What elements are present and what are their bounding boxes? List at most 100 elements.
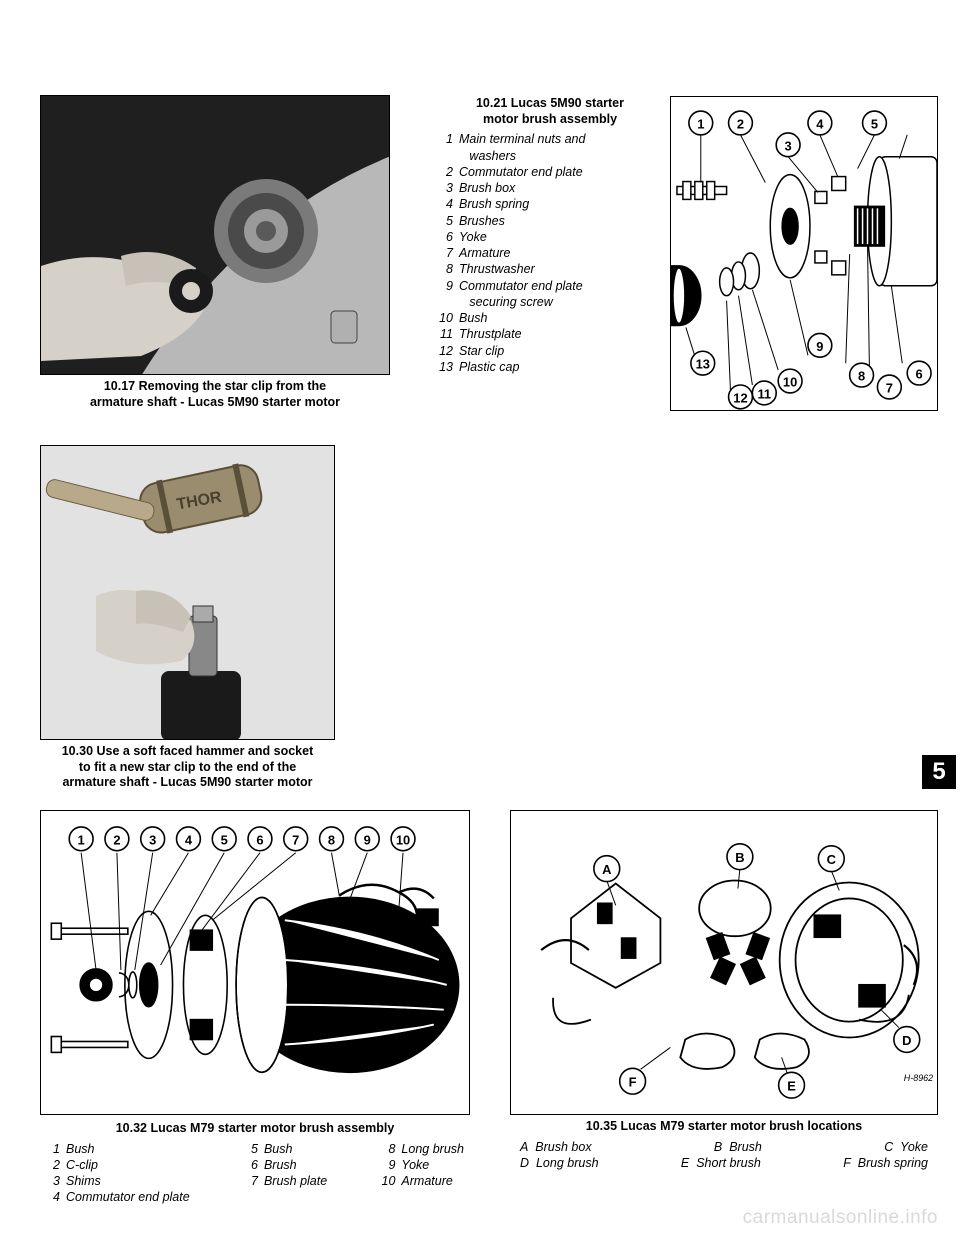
legend-item: 1Bush bbox=[46, 1141, 190, 1157]
legend-item-text: Brush plate bbox=[264, 1173, 327, 1189]
svg-text:6: 6 bbox=[256, 832, 263, 847]
legend-item-text: Long brush bbox=[401, 1141, 464, 1157]
svg-text:7: 7 bbox=[292, 832, 299, 847]
svg-text:4: 4 bbox=[816, 116, 824, 131]
watermark: carmanualsonline.info bbox=[743, 1207, 938, 1229]
legend-item-text: Plastic cap bbox=[459, 359, 665, 375]
svg-text:5: 5 bbox=[871, 116, 878, 131]
legend-item-num: 3 bbox=[435, 180, 459, 196]
legend-item: 8Thrustwasher bbox=[435, 261, 665, 277]
legend-item-num: 3 bbox=[46, 1173, 66, 1189]
svg-text:C: C bbox=[827, 852, 836, 867]
figure-10-35: H-8962 ABCDEF 10.35 Lucas M79 starter mo… bbox=[510, 810, 938, 1171]
legend-item: 3Brush box bbox=[435, 180, 665, 196]
svg-text:2: 2 bbox=[113, 832, 120, 847]
svg-text:1: 1 bbox=[697, 116, 704, 131]
legend-item-text: C-clip bbox=[66, 1157, 98, 1173]
photo-star-clip-removal bbox=[40, 95, 390, 375]
legend-item-text: Star clip bbox=[459, 343, 665, 359]
photo-10-30-svg: THOR bbox=[41, 446, 335, 740]
legend-item-num: 11 bbox=[435, 326, 459, 342]
legend-item-text: Brush box bbox=[459, 180, 665, 196]
legend-item-num: 12 bbox=[435, 343, 459, 359]
legend-item-text: Bush bbox=[264, 1141, 293, 1157]
svg-text:11: 11 bbox=[757, 386, 771, 401]
legend-item: 6Yoke bbox=[435, 229, 665, 245]
legend-item-num: 7 bbox=[435, 245, 459, 261]
legend-row: D Long brushE Short brushF Brush spring bbox=[510, 1155, 938, 1171]
legend-item-num: 8 bbox=[435, 261, 459, 277]
legend-item-num: 7 bbox=[244, 1173, 264, 1189]
figure-10-30: THOR 10.30 Use a soft faced hammer and s… bbox=[40, 445, 335, 791]
svg-text:3: 3 bbox=[149, 832, 156, 847]
legend-item: B Brush bbox=[714, 1139, 762, 1155]
legend-10-21-title: 10.21 Lucas 5M90 startermotor brush asse… bbox=[435, 96, 665, 127]
diagram-10-35-svg: H-8962 ABCDEF bbox=[511, 811, 937, 1114]
diagram-10-35: H-8962 ABCDEF bbox=[510, 810, 938, 1115]
svg-text:B: B bbox=[735, 850, 744, 865]
legend-item-num: 2 bbox=[46, 1157, 66, 1173]
svg-text:1: 1 bbox=[78, 832, 85, 847]
svg-text:2: 2 bbox=[737, 116, 744, 131]
legend-item-text: Thrustwasher bbox=[459, 261, 665, 277]
svg-text:4: 4 bbox=[185, 832, 193, 847]
legend-item-num: 10 bbox=[435, 310, 459, 326]
legend-10-21: 10.21 Lucas 5M90 startermotor brush asse… bbox=[435, 96, 665, 375]
legend-item-text: Commutator end plate securing screw bbox=[459, 278, 665, 311]
legend-item: A Brush box bbox=[520, 1139, 592, 1155]
legend-item: 1Main terminal nuts and washers bbox=[435, 131, 665, 164]
legend-item-num: 1 bbox=[435, 131, 459, 164]
legend-item-num: 4 bbox=[435, 196, 459, 212]
legend-item: 5Brushes bbox=[435, 213, 665, 229]
legend-row: A Brush boxB BrushC Yoke bbox=[510, 1139, 938, 1155]
legend-item: E Short brush bbox=[681, 1155, 761, 1171]
legend-item: 4Commutator end plate bbox=[46, 1189, 190, 1205]
legend-item-text: Commutator end plate bbox=[66, 1189, 190, 1205]
svg-text:9: 9 bbox=[364, 832, 371, 847]
legend-item-num: 5 bbox=[244, 1141, 264, 1157]
legend-item: 11Thrustplate bbox=[435, 326, 665, 342]
legend-item: 7Armature bbox=[435, 245, 665, 261]
legend-item: 12Star clip bbox=[435, 343, 665, 359]
legend-item-text: Commutator end plate bbox=[459, 164, 665, 180]
legend-item-text: Brushes bbox=[459, 213, 665, 229]
figure-10-17: 10.17 Removing the star clip from thearm… bbox=[40, 95, 390, 410]
legend-item-num: 13 bbox=[435, 359, 459, 375]
diagram-10-32: 12345678910 bbox=[40, 810, 470, 1115]
svg-text:7: 7 bbox=[886, 380, 893, 395]
legend-item: 5Bush bbox=[244, 1141, 327, 1157]
legend-column: 5Bush6Brush7Brush plate bbox=[244, 1141, 327, 1206]
caption-10-17: 10.17 Removing the star clip from thearm… bbox=[40, 379, 390, 410]
svg-text:H-8962: H-8962 bbox=[904, 1073, 933, 1083]
legend-item-text: Bush bbox=[66, 1141, 95, 1157]
legend-item-num: 8 bbox=[381, 1141, 401, 1157]
legend-item: 4Brush spring bbox=[435, 196, 665, 212]
legend-item: D Long brush bbox=[520, 1155, 599, 1171]
legend-item: 9Commutator end plate securing screw bbox=[435, 278, 665, 311]
legend-item-text: Armature bbox=[401, 1173, 452, 1189]
legend-item-text: Thrustplate bbox=[459, 326, 665, 342]
svg-text:8: 8 bbox=[858, 369, 865, 384]
legend-item-num: 6 bbox=[435, 229, 459, 245]
legend-item: 2Commutator end plate bbox=[435, 164, 665, 180]
caption-10-32: 10.32 Lucas M79 starter motor brush asse… bbox=[40, 1121, 470, 1137]
legend-item-num: 9 bbox=[381, 1157, 401, 1173]
legend-item-text: Yoke bbox=[459, 229, 665, 245]
legend-item-num: 5 bbox=[435, 213, 459, 229]
legend-item: 9Yoke bbox=[381, 1157, 464, 1173]
legend-item-text: Yoke bbox=[401, 1157, 429, 1173]
legend-column: 8Long brush9Yoke10Armature bbox=[381, 1141, 464, 1206]
photo-10-17-svg bbox=[41, 96, 390, 375]
diagram-10-21-svg: 12345678910111213 bbox=[671, 97, 937, 410]
legend-item-text: Brush spring bbox=[459, 196, 665, 212]
svg-text:6: 6 bbox=[916, 367, 923, 382]
svg-text:13: 13 bbox=[696, 357, 710, 372]
legend-item: 2C-clip bbox=[46, 1157, 190, 1173]
legend-item-text: Bush bbox=[459, 310, 665, 326]
legend-10-35: A Brush boxB BrushC YokeD Long brushE Sh… bbox=[510, 1139, 938, 1172]
diagram-10-21: 12345678910111213 bbox=[670, 96, 938, 411]
legend-item-text: Brush bbox=[264, 1157, 297, 1173]
legend-item-num: 4 bbox=[46, 1189, 66, 1205]
svg-text:F: F bbox=[629, 1075, 637, 1090]
figure-10-32: 12345678910 10.32 Lucas M79 starter moto… bbox=[40, 810, 470, 1206]
